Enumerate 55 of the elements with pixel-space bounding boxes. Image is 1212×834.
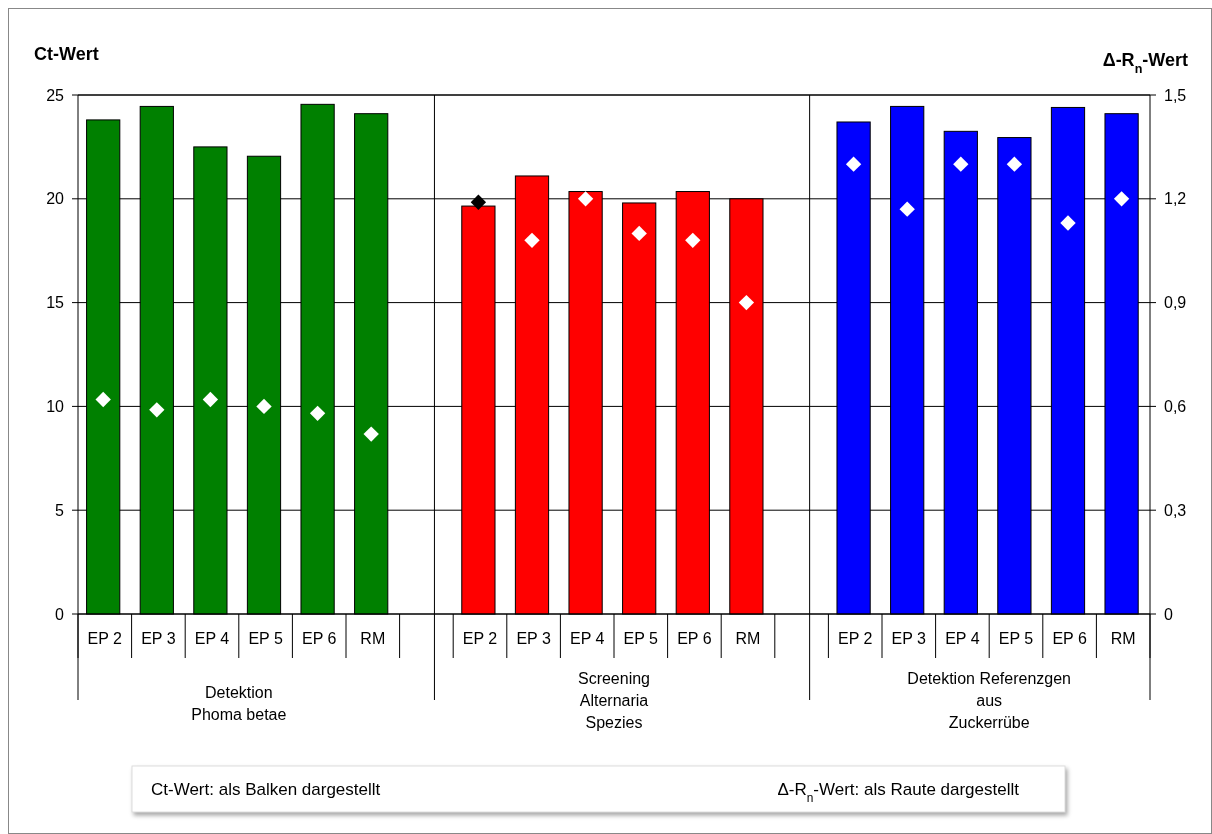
x-tick-label: EP 6	[677, 630, 712, 647]
point	[845, 156, 862, 172]
y-tick-label: 10	[46, 398, 65, 415]
point	[685, 232, 701, 248]
point	[738, 294, 755, 311]
y-tick-label: 5	[55, 501, 65, 519]
point	[149, 402, 165, 418]
y2-axis-title: Δ-R$_{n}$-Wert	[1102, 50, 1188, 76]
x-tick-label: EP 6	[302, 630, 337, 647]
point	[1113, 191, 1130, 207]
y-tick-label: 0	[55, 605, 65, 623]
y2-tick-label: 0,6	[1164, 398, 1187, 415]
x-tick-label: EP 5	[998, 630, 1034, 647]
point	[309, 405, 326, 421]
point	[953, 156, 969, 172]
point	[899, 201, 915, 217]
text: Δ-R$_{n}$-Wert: als Raute dargestellt	[777, 780, 1020, 805]
point	[202, 391, 219, 408]
x-tick-label: EP 2	[838, 630, 873, 647]
x-tick-label: RM	[735, 630, 761, 647]
y2-tick-label: 0,9	[1164, 294, 1187, 312]
text: Detektion Referenzgen aus Zuckerrübe	[907, 670, 1072, 731]
point	[470, 194, 487, 210]
x-tick-label: EP 5	[248, 630, 283, 647]
y-axis-title: Ct-Wert	[34, 44, 99, 64]
x-tick-label: EP 3	[891, 630, 927, 647]
point	[1006, 156, 1023, 172]
point	[256, 398, 272, 415]
y2-tick-label: 1,2	[1164, 190, 1187, 208]
point	[631, 225, 647, 242]
x-tick-label: EP 4	[570, 630, 605, 647]
x-tick-label: RM	[1110, 630, 1136, 647]
x-tick-label: EP 5	[623, 630, 659, 647]
text: Ct-Wert: als Balken dargestellt	[151, 780, 381, 799]
x-tick-label: EP 3	[141, 630, 176, 647]
x-tick-label: EP 4	[945, 630, 980, 647]
point	[1060, 215, 1076, 231]
y2-tick-label: 1,5	[1164, 86, 1187, 104]
x-tick-label: EP 2	[87, 630, 123, 647]
point	[363, 426, 379, 442]
x-tick-label: EP 3	[516, 630, 551, 647]
text: Screening Alternaria Spezies	[577, 670, 651, 731]
x-tick-label: RM	[360, 630, 386, 647]
point	[524, 232, 540, 248]
text: Detektion Phoma betae	[191, 684, 287, 723]
x-tick-label: EP 6	[1052, 630, 1087, 647]
x-tick-label: EP 4	[194, 630, 230, 647]
y2-tick-label: 0	[1164, 605, 1173, 623]
x-tick-label: EP 2	[462, 630, 498, 647]
point	[95, 391, 111, 408]
y2-tick-label: 0,3	[1164, 501, 1187, 519]
y-tick-label: 15	[46, 294, 65, 312]
y-tick-label: 25	[46, 86, 65, 104]
y-tick-label: 20	[46, 190, 65, 208]
point	[577, 191, 594, 207]
